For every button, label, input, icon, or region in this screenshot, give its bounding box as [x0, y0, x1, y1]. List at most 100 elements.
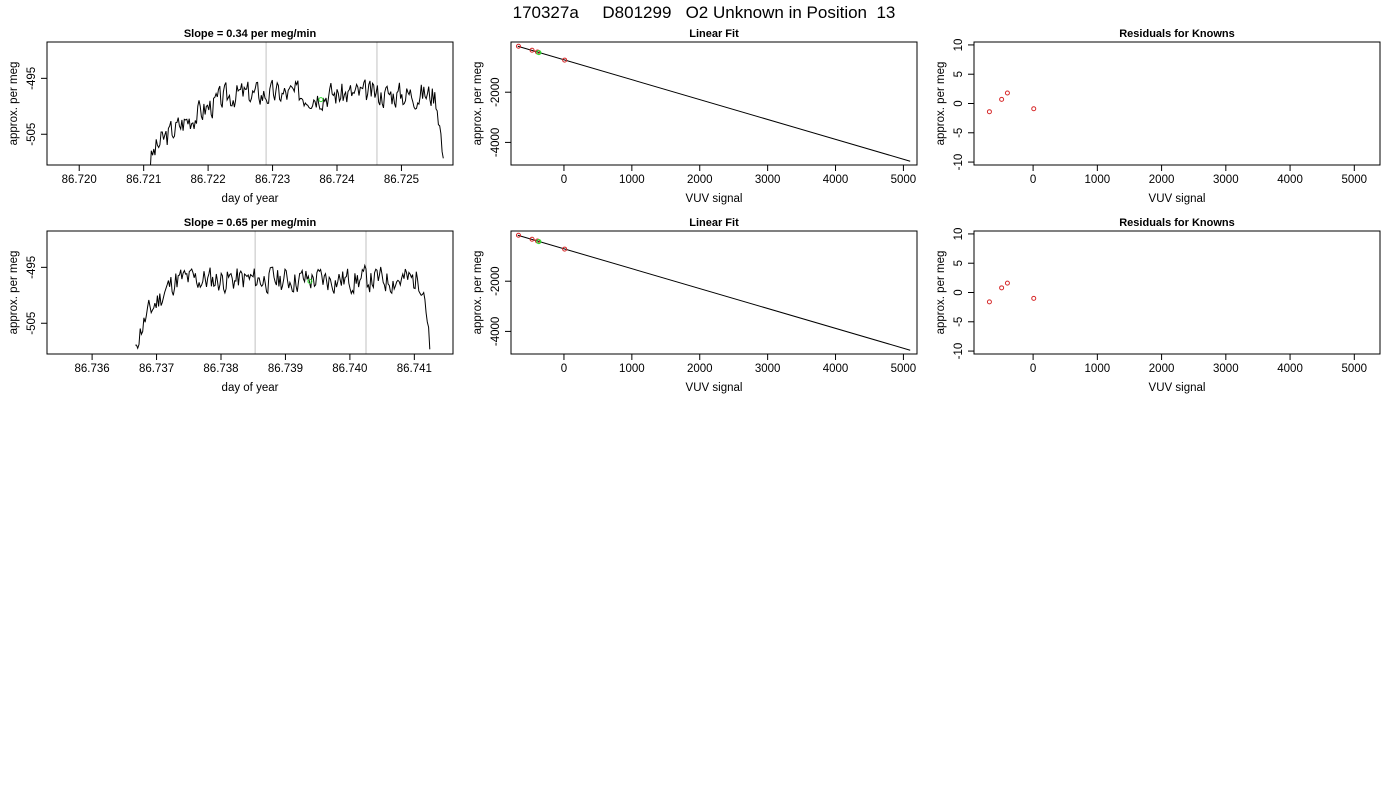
- known-point: [999, 96, 1005, 102]
- y-axis-label: approx. per meg: [935, 251, 947, 335]
- x-tick-label: 0: [1030, 174, 1036, 186]
- x-tick-label: 5000: [891, 174, 917, 186]
- known-point: [986, 109, 992, 115]
- plot-frame: [973, 230, 1381, 355]
- x-tick-label: 86.737: [139, 363, 174, 375]
- panels: Slope = 0.34 per meg/min 86.720 86.721 86.7…: [8, 28, 1381, 394]
- known-point: [515, 43, 521, 49]
- y-tick-label: -5: [953, 128, 965, 138]
- x-tick-label: 0: [1030, 363, 1036, 375]
- x-tick-label: 5000: [1342, 363, 1368, 375]
- plot-area: [515, 232, 911, 351]
- x-axis-label: VUV signal: [686, 382, 743, 394]
- known-point: [515, 232, 521, 238]
- x-tick-label: 1000: [619, 174, 645, 186]
- panel-1-1: Linear Fit 0 1000 2000 3000 4000 5000 -2000 -400…: [472, 217, 918, 394]
- plot-frame: [973, 41, 1381, 166]
- y-axis-label: approx. per meg: [472, 62, 484, 146]
- known-point: [529, 236, 535, 242]
- known-point: [986, 299, 992, 305]
- figure-title: 170327a D801299 O2 Unknown in Position 1…: [513, 3, 896, 22]
- plot-frame: [510, 41, 918, 166]
- y-tick-label: 0: [953, 289, 965, 295]
- y-tick-label: 10: [953, 228, 965, 241]
- panel-1-2: Residuals for Knowns 0 1000 2000 3000 4000 500…: [935, 217, 1381, 394]
- known-point: [562, 57, 568, 63]
- x-tick-label: 2000: [687, 174, 713, 186]
- unknown-point: [307, 278, 313, 284]
- x-tick-label: 1000: [619, 363, 645, 375]
- x-tick-label: 2000: [1149, 174, 1175, 186]
- known-point: [1031, 106, 1037, 112]
- x-tick-label: 86.724: [319, 174, 355, 186]
- x-tick-label: 86.741: [397, 363, 432, 375]
- fit-line: [517, 45, 911, 162]
- plot-area: [986, 90, 1037, 115]
- known-point: [999, 285, 1005, 291]
- signal-trace: [135, 263, 431, 350]
- y-tick-label: 5: [953, 260, 965, 266]
- x-tick-label: 4000: [1277, 363, 1303, 375]
- y-tick-label: 5: [953, 71, 965, 77]
- y-axis-label: approx. per meg: [8, 62, 20, 146]
- x-tick-label: 1000: [1085, 363, 1111, 375]
- known-point: [1031, 295, 1037, 301]
- plot-area: [135, 231, 431, 354]
- y-tick-label: -4000: [490, 128, 502, 157]
- known-point: [1004, 280, 1010, 286]
- signal-trace: [150, 79, 444, 165]
- x-axis-label: day of year: [222, 382, 279, 394]
- y-tick-label: 0: [953, 100, 965, 106]
- plot-frame: [46, 230, 454, 355]
- x-tick-label: 86.723: [255, 174, 290, 186]
- y-tick-label: -2000: [490, 77, 502, 106]
- y-tick-label: 10: [953, 39, 965, 52]
- panel-1-0: Slope = 0.65 per meg/min 86.736 86.737 86.7…: [8, 217, 454, 394]
- plot-frame: [46, 41, 454, 166]
- panel-title: Residuals for Knowns: [1119, 217, 1235, 229]
- x-tick-label: 3000: [1213, 174, 1239, 186]
- y-tick-label: -5: [953, 317, 965, 327]
- x-tick-label: 0: [561, 174, 567, 186]
- y-tick-label: -505: [26, 123, 38, 146]
- x-tick-label: 86.725: [384, 174, 419, 186]
- unknown-point: [536, 49, 542, 56]
- x-tick-label: 86.740: [332, 363, 367, 375]
- x-axis-label: VUV signal: [1149, 193, 1206, 205]
- panel-title: Slope = 0.34 per meg/min: [184, 28, 317, 40]
- x-tick-label: 86.720: [62, 174, 97, 186]
- x-tick-label: 5000: [1342, 174, 1368, 186]
- panel-title: Residuals for Knowns: [1119, 28, 1235, 40]
- plot-area: [986, 280, 1037, 305]
- x-tick-label: 3000: [755, 363, 781, 375]
- plot-area: [150, 42, 444, 165]
- y-tick-label: -2000: [490, 266, 502, 295]
- y-axis-label: approx. per meg: [472, 251, 484, 335]
- x-axis-label: day of year: [222, 193, 279, 205]
- fit-line: [517, 234, 911, 351]
- y-tick-label: -505: [26, 312, 38, 335]
- x-tick-label: 3000: [1213, 363, 1239, 375]
- y-tick-label: -10: [953, 343, 965, 360]
- y-tick-label: -10: [953, 154, 965, 171]
- unknown-point: [318, 97, 324, 103]
- x-tick-label: 86.738: [203, 363, 238, 375]
- x-tick-label: 5000: [891, 363, 917, 375]
- x-tick-label: 3000: [755, 174, 781, 186]
- known-point: [1004, 90, 1010, 96]
- plot-area: [515, 43, 911, 162]
- panel-title: Linear Fit: [689, 28, 739, 40]
- panel-0-1: Linear Fit 0 1000 2000 3000 4000 5000 -2000 -400…: [472, 28, 918, 205]
- x-tick-label: 86.721: [126, 174, 161, 186]
- panel-0-2: Residuals for Knowns 0 1000 2000 3000 4000 500…: [935, 28, 1381, 205]
- known-point: [529, 47, 535, 53]
- y-axis-label: approx. per meg: [935, 62, 947, 146]
- x-tick-label: 2000: [687, 363, 713, 375]
- known-point: [562, 246, 568, 252]
- x-tick-label: 4000: [823, 363, 849, 375]
- x-tick-label: 86.736: [75, 363, 110, 375]
- x-tick-label: 4000: [1277, 174, 1303, 186]
- y-tick-label: -495: [26, 256, 38, 279]
- x-tick-label: 1000: [1085, 174, 1111, 186]
- unknown-point: [536, 238, 542, 245]
